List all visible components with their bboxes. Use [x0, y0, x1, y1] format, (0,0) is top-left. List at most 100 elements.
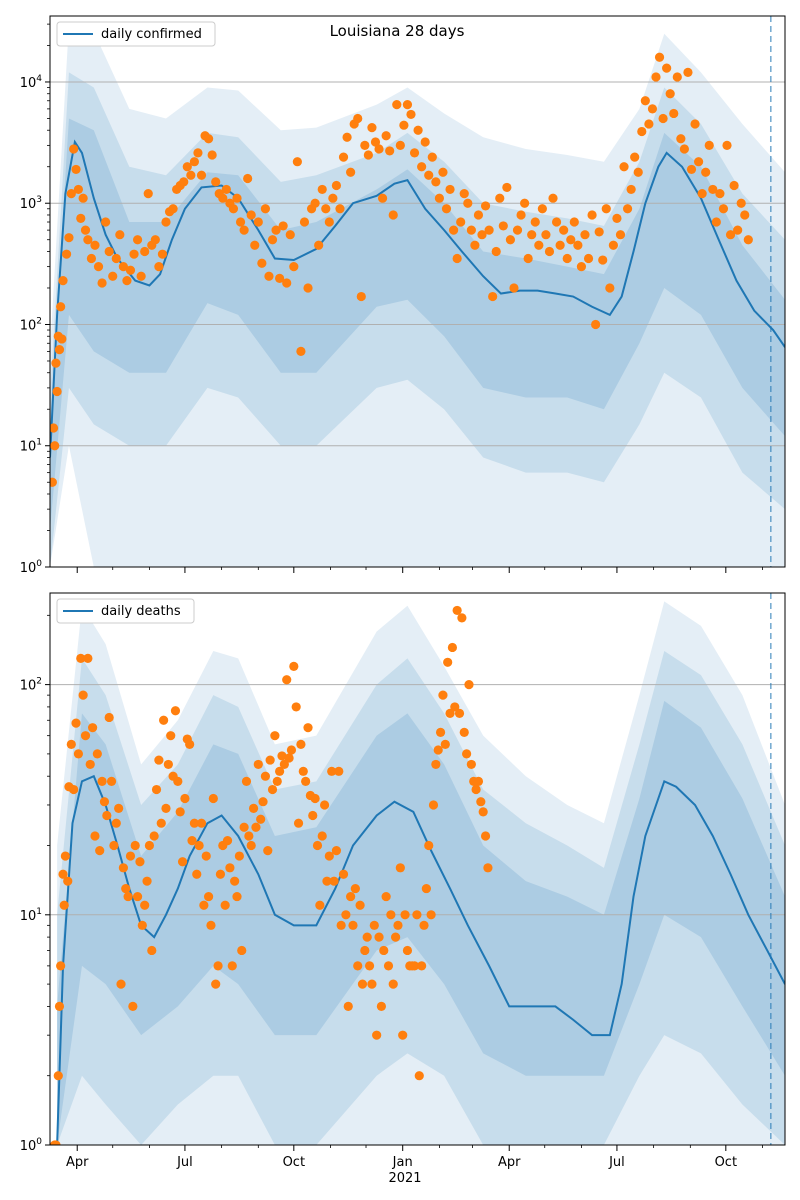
data-point — [722, 140, 732, 150]
data-point — [417, 961, 427, 971]
data-point — [336, 920, 346, 930]
data-point — [601, 204, 611, 214]
data-point — [114, 803, 124, 813]
data-point — [445, 708, 455, 718]
data-point — [448, 225, 459, 235]
data-point — [704, 140, 714, 150]
data-point — [310, 793, 320, 804]
data-point — [559, 225, 569, 235]
data-point — [296, 346, 306, 356]
data-point — [64, 233, 74, 243]
data-point — [220, 900, 230, 910]
data-point — [537, 204, 547, 214]
deaths-legend[interactable]: daily deaths — [56, 598, 195, 624]
data-point — [605, 283, 615, 293]
data-point — [381, 891, 391, 902]
data-point — [443, 657, 453, 667]
confirmed-legend[interactable]: daily confirmed — [56, 21, 216, 47]
y-tick-label: 102 — [20, 316, 42, 333]
data-point — [168, 204, 178, 214]
data-point — [271, 225, 281, 235]
data-point — [440, 739, 450, 749]
data-point — [414, 1071, 424, 1081]
data-point — [244, 831, 254, 841]
data-point — [232, 891, 242, 902]
data-point — [402, 945, 413, 956]
data-point — [99, 797, 110, 807]
data-point — [187, 836, 197, 846]
data-point — [199, 900, 209, 910]
data-point — [362, 932, 372, 942]
chart-title: Louisiana 28 days — [330, 22, 465, 40]
deaths-plot — [50, 593, 785, 1145]
data-point — [211, 177, 221, 187]
data-point — [346, 167, 356, 177]
data-point — [647, 104, 658, 114]
data-point — [491, 246, 501, 257]
data-point — [185, 739, 195, 749]
data-point — [282, 278, 292, 288]
data-point — [301, 776, 311, 786]
data-point — [196, 818, 207, 828]
data-point — [129, 249, 139, 259]
data-point — [289, 661, 299, 671]
data-point — [69, 144, 79, 154]
data-point — [488, 291, 498, 302]
data-point — [286, 745, 297, 755]
data-point — [388, 210, 398, 220]
data-point — [76, 653, 86, 663]
data-point — [90, 240, 100, 250]
data-point — [334, 766, 344, 776]
data-point — [452, 605, 462, 616]
data-point — [367, 123, 377, 133]
data-point — [66, 189, 76, 199]
data-point — [159, 715, 169, 725]
data-point — [353, 113, 363, 124]
data-point — [71, 718, 81, 728]
data-point — [308, 810, 318, 821]
data-point — [122, 276, 132, 286]
data-point — [222, 836, 233, 846]
data-point — [740, 210, 750, 220]
data-point — [480, 201, 491, 211]
data-point — [463, 198, 473, 208]
data-point — [409, 148, 420, 158]
data-point — [57, 334, 67, 344]
data-point — [385, 146, 395, 156]
data-point — [101, 217, 111, 227]
data-point — [180, 793, 190, 804]
data-point — [573, 240, 583, 250]
data-point — [296, 739, 306, 749]
data-point — [391, 932, 401, 942]
data-point — [270, 731, 280, 741]
data-point — [456, 217, 466, 227]
data-point — [227, 961, 237, 971]
data-point — [78, 193, 88, 203]
data-point — [478, 807, 488, 817]
data-point — [360, 945, 370, 956]
data-point — [711, 217, 721, 227]
data-point — [246, 210, 256, 220]
data-point — [118, 262, 128, 272]
data-point — [303, 283, 313, 293]
data-point — [267, 784, 278, 795]
data-point — [541, 230, 551, 240]
data-point — [196, 170, 207, 180]
data-point — [665, 89, 675, 99]
data-point — [277, 751, 287, 761]
confirmed-plot-area — [50, 16, 785, 567]
data-point — [203, 891, 214, 902]
data-point — [97, 278, 107, 288]
data-point — [364, 961, 375, 971]
data-point — [633, 167, 643, 177]
data-point — [630, 152, 640, 162]
data-point — [175, 807, 185, 817]
data-point — [417, 162, 427, 172]
data-point — [177, 857, 188, 867]
data-point — [356, 291, 366, 302]
data-point — [211, 979, 221, 989]
data-point — [157, 249, 168, 259]
data-point — [310, 198, 320, 208]
data-point — [135, 857, 145, 867]
data-point — [78, 690, 88, 700]
